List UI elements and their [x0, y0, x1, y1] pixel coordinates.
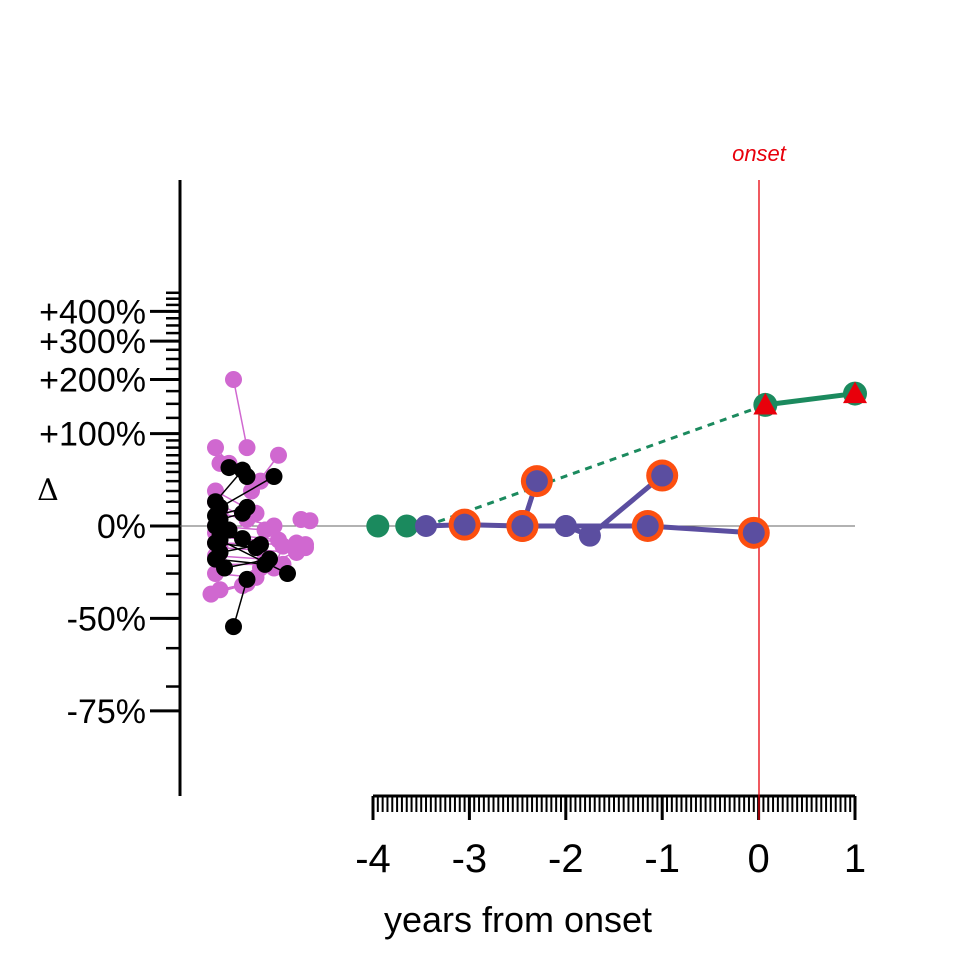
purple-point — [578, 524, 601, 547]
purple-point — [742, 521, 765, 544]
green-solid-line — [765, 391, 856, 408]
black-subject-line — [219, 539, 288, 575]
pink-subject-point — [256, 521, 274, 539]
purple-point — [636, 515, 659, 537]
x-tick-label: -1 — [644, 837, 680, 881]
pink-subject-point — [274, 537, 292, 555]
purple-point — [453, 513, 476, 536]
x-axis-label: years from onset — [384, 899, 652, 940]
y-tick-label: +100% — [39, 416, 146, 454]
x-tick-label: -2 — [548, 837, 584, 881]
black-subject-point — [238, 570, 256, 588]
black-subject-point — [220, 459, 238, 477]
pink-subject-point — [301, 512, 319, 530]
purple-point — [554, 515, 577, 537]
pink-subject-point — [238, 439, 256, 457]
y-axis-label: Δ — [37, 473, 59, 508]
x-tick-label: -4 — [355, 837, 391, 881]
pink-subject-point — [297, 539, 314, 557]
y-tick-label: +400% — [39, 293, 146, 331]
pink-subject-line — [232, 379, 248, 448]
black-subject-point — [234, 530, 251, 548]
black-subject-point — [261, 550, 278, 568]
x-tick-label: 1 — [844, 837, 866, 881]
black-subject-point — [265, 467, 283, 485]
black-subject-point — [225, 618, 242, 636]
black-subject-point — [216, 559, 233, 577]
green-point — [395, 514, 419, 538]
pink-subject-point — [225, 371, 242, 389]
y-tick-label: 0% — [97, 508, 146, 546]
purple-point — [525, 470, 548, 493]
left-cluster-layer — [202, 371, 319, 636]
purple-point — [415, 515, 438, 537]
purple-point — [651, 464, 674, 487]
black-subject-point — [252, 536, 269, 554]
purple-point — [511, 515, 534, 537]
pink-subject-point — [207, 439, 224, 457]
red-triangle-marker — [753, 392, 778, 415]
green-point — [366, 514, 390, 538]
trajectory-layer — [366, 381, 867, 549]
pink-subject-point — [202, 585, 220, 603]
pink-subject-point — [270, 446, 287, 464]
y-tick-label: -50% — [67, 600, 146, 638]
black-subject-point — [211, 531, 229, 549]
onset-label: onset — [732, 141, 787, 166]
x-tick-label: -3 — [452, 837, 488, 881]
y-tick-label: +200% — [39, 362, 146, 400]
black-subject-point — [238, 467, 256, 485]
y-tick-label: +300% — [39, 323, 146, 361]
y-tick-label: -75% — [67, 693, 146, 731]
black-subject-line — [219, 475, 275, 509]
x-tick-label: 0 — [747, 837, 769, 881]
red-triangle-marker — [843, 381, 867, 404]
green-dashed-line — [425, 403, 766, 528]
axes-layer: +400%+300%+200% +100% 0% -50% -75% -4 -3 -2 -1 0 1 — [39, 180, 866, 881]
black-subject-point — [234, 504, 251, 522]
black-subject-point — [279, 565, 296, 583]
